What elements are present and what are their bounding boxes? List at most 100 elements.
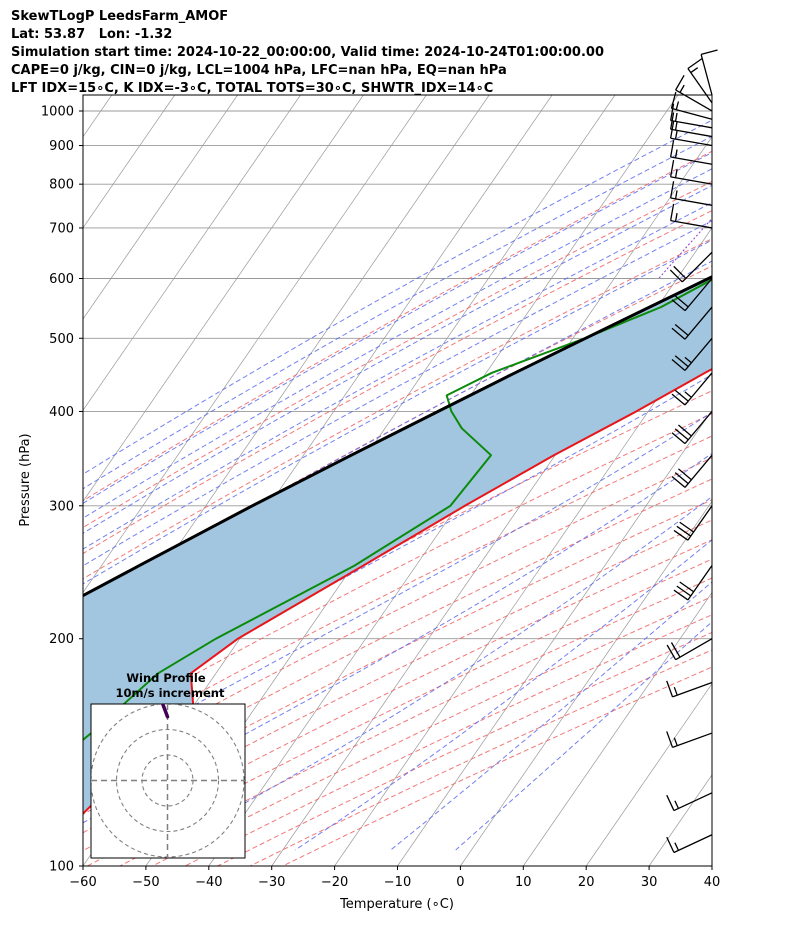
wind-barb-flag bbox=[674, 295, 689, 308]
isotherm-line bbox=[585, 683, 712, 866]
wind-barb-staff bbox=[684, 372, 713, 406]
wind-barb bbox=[669, 203, 713, 229]
wind-barb-flag bbox=[674, 130, 678, 140]
mixing-ratio-line bbox=[721, 80, 794, 279]
wind-barb-flag bbox=[677, 468, 692, 481]
wind-barb-flag bbox=[690, 67, 699, 74]
mixing-ratio-line bbox=[658, 217, 712, 279]
wind-barb-flag bbox=[674, 428, 689, 441]
isotherm-line bbox=[775, 95, 794, 866]
parcel-line bbox=[83, 275, 712, 598]
dry-adiabat-line bbox=[83, 180, 712, 529]
wind-barb-flag bbox=[674, 472, 689, 485]
dry-adiabat-line bbox=[83, 478, 712, 797]
wind-barb-staff bbox=[687, 68, 713, 104]
wind-barb-flag bbox=[684, 391, 692, 398]
wind-barb-flag bbox=[673, 589, 689, 601]
wind-barb-staff bbox=[673, 834, 713, 854]
wind-barb bbox=[669, 181, 713, 206]
wind-barb-flag bbox=[674, 112, 678, 122]
moist-adiabat-line bbox=[83, 411, 712, 768]
dry-adiabat-line bbox=[83, 435, 712, 758]
moist-adiabat-line bbox=[83, 168, 712, 519]
wind-barb-flag bbox=[666, 680, 674, 698]
convective-indices: CAPE=0 j/kg, CIN=0 j/kg, LCL=1004 hPa, L… bbox=[11, 63, 507, 78]
moist-adiabat-line bbox=[83, 220, 712, 567]
wind-barb-staff bbox=[684, 454, 713, 488]
hodograph-content bbox=[91, 704, 245, 858]
y-tick-label: 400 bbox=[49, 405, 74, 420]
wind-barb bbox=[671, 278, 713, 312]
wind-barb-flag bbox=[669, 160, 675, 177]
x-tick-label: 30 bbox=[641, 875, 658, 890]
y-tick-label: 900 bbox=[49, 139, 74, 154]
hodograph-inset: Wind Profile 10m/s increment bbox=[90, 671, 246, 859]
wind-barb-flag bbox=[679, 84, 685, 93]
wind-barb-staff bbox=[670, 176, 713, 185]
x-tick-label: 10 bbox=[515, 875, 532, 890]
wind-barb-staff bbox=[687, 505, 713, 541]
wind-barb-staff bbox=[673, 792, 713, 812]
wind-barbs bbox=[666, 49, 718, 854]
wind-barb bbox=[666, 680, 713, 698]
isotherm-line bbox=[83, 95, 238, 320]
wind-barb bbox=[700, 49, 718, 96]
x-axis-label: Temperature (∘C) bbox=[339, 897, 454, 912]
moist-adiabat-line bbox=[83, 184, 712, 534]
x-tick-label: 0 bbox=[456, 875, 464, 890]
wind-barb bbox=[669, 121, 713, 147]
moist-adiabat-line bbox=[83, 260, 712, 605]
wind-barb-flag bbox=[671, 299, 686, 312]
wind-barb-flag bbox=[674, 149, 678, 158]
wind-barb-staff bbox=[670, 156, 713, 165]
isotherm-line bbox=[83, 95, 490, 685]
wind-barb-flag bbox=[674, 323, 689, 336]
wind-barb-flag bbox=[674, 169, 678, 178]
wind-barb bbox=[669, 112, 713, 138]
wind-barb-flag bbox=[669, 269, 683, 283]
wind-barb-staff bbox=[672, 732, 713, 749]
wind-barb-flag bbox=[674, 190, 678, 200]
moist-adiabat-line bbox=[294, 539, 712, 851]
x-tick-label: −60 bbox=[69, 875, 96, 890]
wind-barb-staff bbox=[684, 278, 713, 312]
x-tick-label: −50 bbox=[132, 875, 159, 890]
x-tick-label: −30 bbox=[258, 875, 285, 890]
isotherm-line bbox=[83, 95, 427, 594]
y-tick-label: 800 bbox=[49, 178, 74, 193]
wind-barb-flag bbox=[674, 355, 689, 368]
moist-adiabat-line bbox=[83, 239, 712, 585]
wind-barb-flag bbox=[671, 359, 686, 371]
wind-barb-staff bbox=[684, 411, 713, 445]
wind-barb-staff bbox=[670, 128, 713, 138]
isotherm-line bbox=[460, 500, 712, 866]
wind-barb bbox=[671, 372, 713, 406]
wind-barb-staff bbox=[672, 681, 713, 698]
station-location: Lat: 53.87 Lon: -1.32 bbox=[11, 27, 173, 42]
wind-barb-flag bbox=[679, 521, 695, 533]
wind-barb-flag bbox=[671, 393, 686, 406]
moist-adiabat-line bbox=[83, 135, 712, 490]
wind-barb bbox=[669, 251, 713, 283]
wind-barb bbox=[687, 58, 713, 104]
wind-barb-flag bbox=[673, 686, 678, 696]
chart-header: SkewTLogP LeedsFarm_AMOF Lat: 53.87 Lon:… bbox=[11, 8, 604, 98]
wind-barb-flag bbox=[674, 389, 689, 402]
stability-indices: LFT IDX=15∘C, K IDX=-3∘C, TOTAL TOTS=30∘… bbox=[11, 81, 494, 96]
wind-barb-flag bbox=[674, 800, 680, 809]
wind-barb-staff bbox=[700, 54, 713, 96]
moist-adiabat-line bbox=[160, 495, 712, 851]
y-tick-label: 100 bbox=[49, 860, 74, 875]
wind-barb-flag bbox=[666, 794, 675, 811]
y-tick-label: 500 bbox=[49, 332, 74, 347]
wind-barb-flag bbox=[671, 327, 686, 340]
wind-barb-staff bbox=[687, 565, 713, 601]
y-axis-label: Pressure (hPa) bbox=[18, 433, 33, 526]
y-tick-label: 200 bbox=[49, 632, 74, 647]
wind-barb-flag bbox=[670, 642, 681, 658]
wind-barb bbox=[669, 103, 713, 129]
y-tick-label: 1000 bbox=[41, 104, 74, 119]
wind-barb-flag bbox=[684, 356, 692, 364]
wind-barb bbox=[671, 411, 713, 445]
